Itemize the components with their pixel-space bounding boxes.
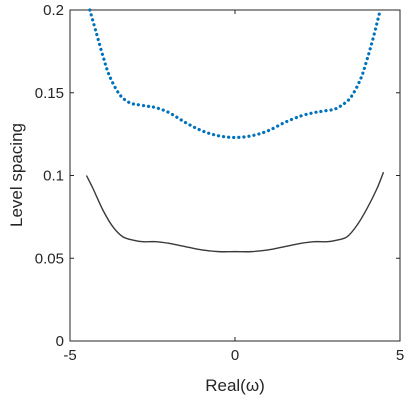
y-axis-label: Level spacing bbox=[7, 123, 26, 227]
x-tick-label: 0 bbox=[231, 347, 239, 364]
y-axis-ticks: 0 0.05 0.1 0.15 0.2 bbox=[35, 2, 400, 350]
x-tick-label: -5 bbox=[63, 347, 76, 364]
y-tick-label: 0 bbox=[56, 333, 64, 350]
y-tick-label: 0.2 bbox=[43, 2, 64, 19]
plot-area bbox=[69, 8, 401, 342]
plot-frame bbox=[69, 9, 401, 342]
x-tick-label: 5 bbox=[396, 347, 404, 364]
y-tick-label: 0.15 bbox=[35, 85, 64, 102]
series-line-solid bbox=[85, 171, 385, 253]
series-layer bbox=[85, 8, 385, 253]
y-tick-label: 0.1 bbox=[43, 168, 64, 185]
y-tick-label: 0.05 bbox=[35, 250, 64, 267]
series-line-dotted bbox=[88, 8, 382, 140]
x-axis-ticks: -5 0 5 bbox=[63, 10, 404, 364]
x-axis-label: Real(ω) bbox=[205, 376, 265, 395]
